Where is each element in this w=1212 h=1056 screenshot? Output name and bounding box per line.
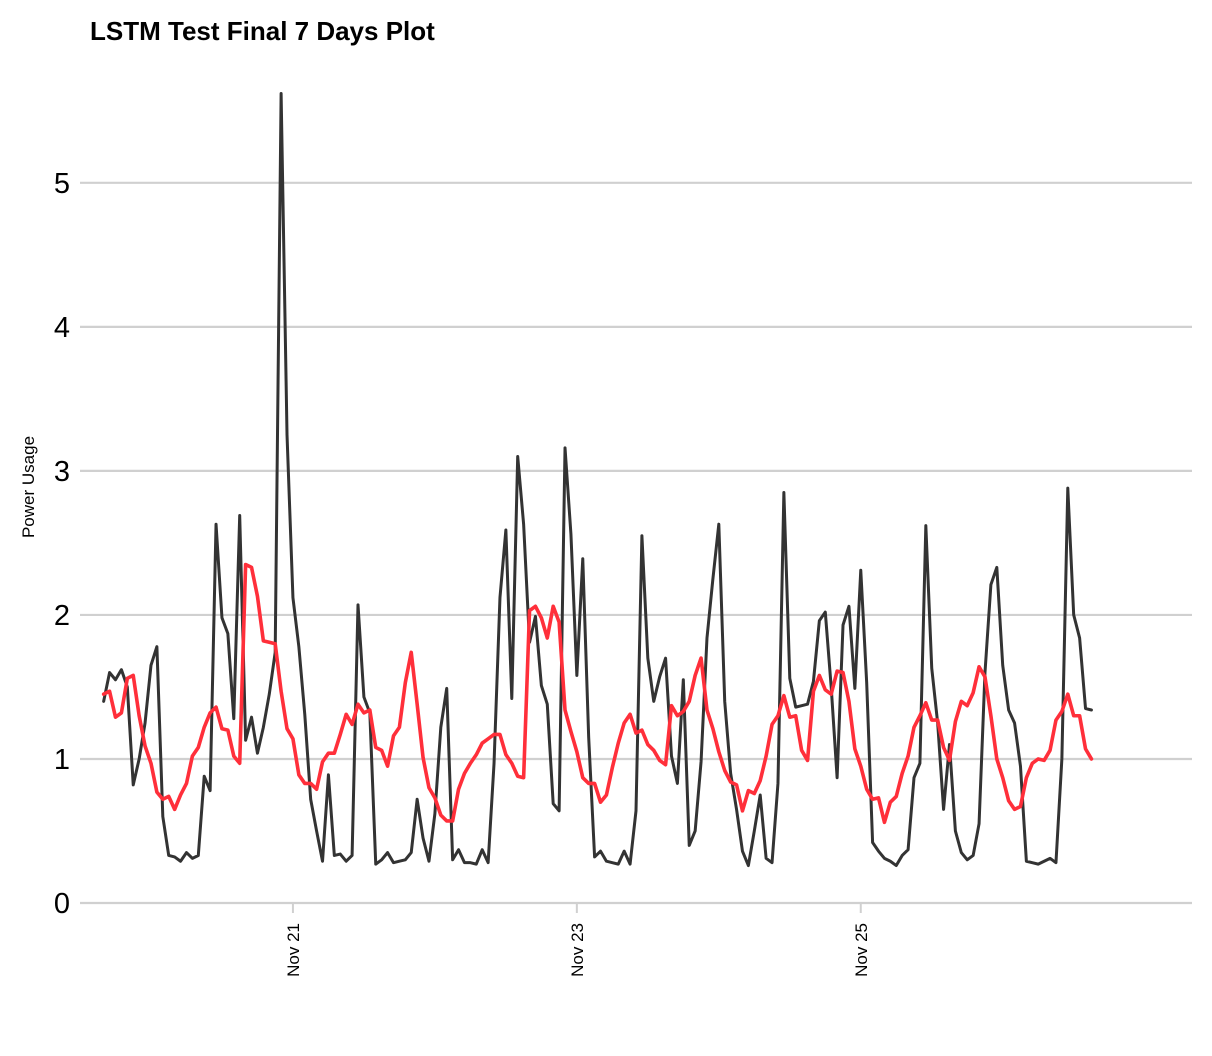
series-line-predicted: [101, 562, 1094, 825]
y-tick-label: 1: [54, 744, 70, 776]
x-tick-label: Nov 25: [852, 923, 871, 977]
chart-title: LSTM Test Final 7 Days Plot: [90, 16, 435, 46]
series-lines: [101, 92, 1094, 868]
y-tick-label: 5: [54, 168, 70, 200]
series-line-actual: [102, 92, 1093, 868]
y-axis-ticks: 0 1 2 3 4 5: [54, 168, 70, 920]
x-axis-ticks: Nov 21 Nov 23 Nov 25: [284, 903, 871, 977]
y-tick-label: 3: [54, 456, 70, 488]
x-tick-label: Nov 23: [568, 923, 587, 977]
y-tick-label: 2: [54, 600, 70, 632]
y-tick-label: 4: [54, 312, 70, 344]
y-axis-label: Power Usage: [19, 436, 38, 538]
y-tick-label: 0: [54, 888, 70, 920]
x-tick-label: Nov 21: [284, 923, 303, 977]
